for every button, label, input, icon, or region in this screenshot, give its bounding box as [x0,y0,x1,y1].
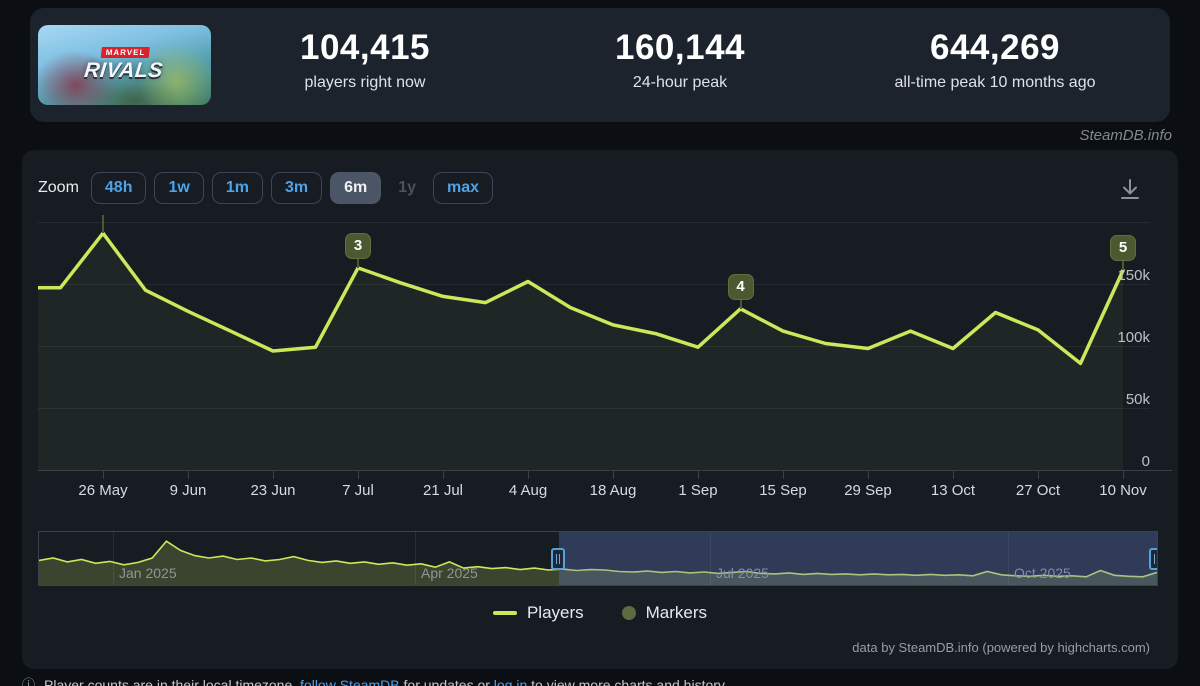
x-tick [953,471,954,479]
stat-current-players-label: players right now [304,74,426,91]
x-tick-label: 23 Jun [250,482,296,499]
stat-alltime-peak-value: 644,269 [929,28,1061,67]
navigator-label: Jul 2025 [716,565,769,581]
zoom-toolbar: Zoom 48h 1w 1m 3m 6m 1y max [38,170,501,206]
stat-current-players: 104,415 players right now [195,8,535,92]
zoom-button-1m[interactable]: 1m [211,172,263,204]
gridline-50k [38,408,1150,409]
x-tick-label: 1 Sep [678,482,718,499]
stat-24h-peak: 160,144 24-hour peak [510,8,850,92]
x-tick [1038,471,1039,479]
x-tick [103,471,104,479]
navigator-label: Oct 2025 [1014,565,1071,581]
y-tick-label: 150k [1117,267,1150,284]
navigator-label: Apr 2025 [421,565,478,581]
y-tick-label: 0 [1141,453,1150,470]
event-marker-5[interactable]: 5 [1110,235,1136,262]
x-tick [1123,471,1124,479]
navigator-right-handle[interactable] [1149,548,1157,570]
x-tick [783,471,784,479]
highcharts-credits-link[interactable]: data by SteamDB.info (powered by highcha… [852,640,1150,655]
navigator-mini-chart[interactable] [39,532,1157,585]
navigator-label: Jan 2025 [119,565,177,581]
y-tick-label: 50k [1125,391,1150,408]
stat-24h-peak-label: 24-hour peak [632,74,728,91]
legend-markers-label: Markers [645,603,708,622]
steamdb-watermark: SteamDB.info [1079,127,1172,144]
legend-item-markers[interactable]: Markers [621,603,708,623]
x-tick-label: 9 Jun [169,482,207,499]
event-marker-3[interactable]: 3 [345,232,371,259]
x-tick [188,471,189,479]
legend-players-label: Players [526,603,584,622]
x-tick-label: 29 Sep [844,482,892,499]
x-axis-line [38,470,1172,471]
footnote-link-1[interactable]: follow SteamDB [300,677,400,686]
x-tick [613,471,614,479]
x-tick [868,471,869,479]
footnote-link-2[interactable]: log in [493,677,528,686]
marker-stem [357,257,359,268]
chart-legend: Players Markers [22,603,1178,623]
x-tick-label: 21 Jul [422,482,464,499]
marker-stem [102,215,104,234]
stats-header-card: MARVEL RIVALS 104,415 players right now … [30,8,1170,122]
chart-navigator[interactable]: Jan 2025 Apr 2025 Jul 2025 Oct 2025 [38,531,1158,586]
zoom-button-max[interactable]: max [433,172,494,204]
navigator-gridline [415,532,416,585]
x-tick-label: 15 Sep [759,482,807,499]
navigator-gridline [113,532,114,585]
download-icon[interactable] [1116,176,1144,204]
players-line-swatch [492,611,517,615]
x-tick-label: 7 Jul [342,482,374,499]
x-tick-label: 18 Aug [589,482,637,499]
x-tick-label: 27 Oct [1015,482,1061,499]
event-marker-4[interactable]: 4 [727,273,754,300]
clock-icon: ⓘ [22,677,36,686]
stat-24h-peak-value: 160,144 [614,28,746,67]
marker-stem [1122,260,1124,271]
x-tick-label: 10 Nov [1099,482,1147,499]
players-line-chart[interactable] [38,208,1150,471]
navigator-selection-mask[interactable] [559,532,1157,585]
x-tick [528,471,529,479]
legend-item-players[interactable]: Players [492,603,584,623]
x-tick [273,471,274,479]
x-tick-label: 13 Oct [930,482,976,499]
y-tick-label: 100k [1117,329,1150,346]
game-logo-title: RIVALS [83,59,165,82]
gridline-200k [38,222,1150,223]
zoom-button-1y: 1y [389,172,425,204]
x-tick [358,471,359,479]
game-banner-image: MARVEL RIVALS [38,25,211,105]
navigator-gridline [1008,532,1009,585]
markers-circle-swatch [621,606,636,620]
clipped-footnote-strip: ⓘ Player counts are in their local timez… [22,677,1178,686]
x-tick [443,471,444,479]
navigator-left-handle[interactable] [551,548,565,570]
gridline-150k [38,284,1150,285]
stat-alltime-peak: 644,269 all-time peak 10 months ago [825,8,1165,92]
zoom-button-3m[interactable]: 3m [270,172,323,204]
x-tick [698,471,699,479]
game-logo-brand: MARVEL [101,47,151,58]
gridline-100k [38,346,1150,347]
marker-stem [739,298,742,309]
x-tick-label: 26 May [78,482,128,499]
x-tick-label: 4 Aug [508,482,548,499]
zoom-label: Zoom [38,179,79,196]
stat-current-players-value: 104,415 [299,28,431,67]
footnote-text: Player counts are in their local timezon… [44,678,728,686]
navigator-gridline [710,532,711,585]
zoom-button-1w[interactable]: 1w [154,172,204,204]
players-chart-card: Zoom 48h 1w 1m 3m 6m 1y max 3 4 5 26 May 9 … [22,150,1178,669]
game-logo: MARVEL RIVALS [83,47,165,83]
zoom-button-48h[interactable]: 48h [90,172,147,204]
stat-alltime-peak-label: all-time peak 10 months ago [894,74,1096,91]
zoom-button-6m[interactable]: 6m [330,172,382,204]
